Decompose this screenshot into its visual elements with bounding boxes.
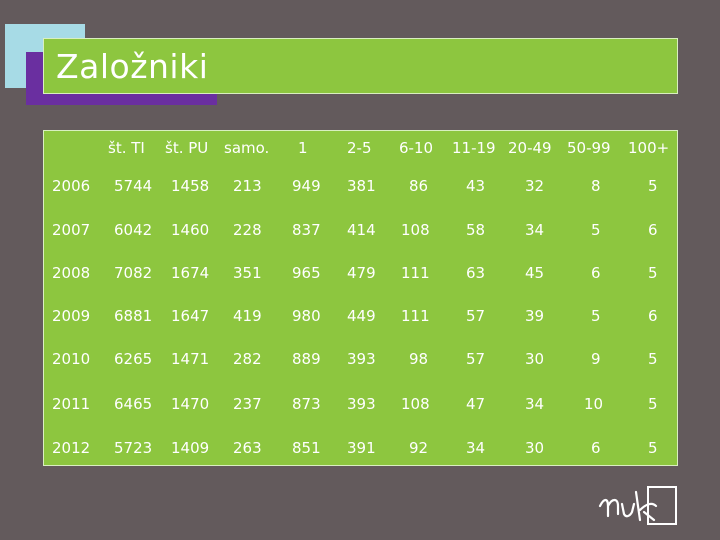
table-cell: 98	[409, 350, 429, 368]
table-cell: 5723	[114, 439, 153, 457]
table-cell: 381	[347, 177, 376, 195]
table-cell: 6	[648, 221, 658, 239]
table-cell: 851	[292, 439, 321, 457]
column-header: 100+	[628, 139, 670, 157]
table-cell: 228	[233, 221, 262, 239]
column-header: 2-5	[347, 139, 372, 157]
table-cell: 1458	[171, 177, 210, 195]
table-cell: 873	[292, 395, 321, 413]
table-cell: 1471	[171, 350, 210, 368]
row-year: 2011	[52, 395, 91, 413]
table-cell: 45	[525, 264, 545, 282]
column-header: št. TI	[108, 139, 145, 157]
row-year: 2008	[52, 264, 91, 282]
column-header: 11-19	[452, 139, 496, 157]
table-cell: 30	[525, 350, 545, 368]
table-cell: 34	[525, 221, 545, 239]
slide-title: Založniki	[56, 47, 209, 86]
column-header: 20-49	[508, 139, 552, 157]
data-table	[43, 130, 678, 466]
table-cell: 237	[233, 395, 262, 413]
table-cell: 449	[347, 307, 376, 325]
table-cell: 889	[292, 350, 321, 368]
table-cell: 6	[648, 307, 658, 325]
table-cell: 108	[401, 395, 430, 413]
table-cell: 10	[584, 395, 604, 413]
table-cell: 57	[466, 307, 486, 325]
column-header: 1	[298, 139, 308, 157]
table-cell: 34	[466, 439, 486, 457]
table-cell: 391	[347, 439, 376, 457]
table-cell: 1409	[171, 439, 210, 457]
table-cell: 7082	[114, 264, 153, 282]
table-cell: 92	[409, 439, 429, 457]
table-cell: 34	[525, 395, 545, 413]
table-cell: 479	[347, 264, 376, 282]
table-cell: 1470	[171, 395, 210, 413]
column-header: 50-99	[567, 139, 611, 157]
row-year: 2009	[52, 307, 91, 325]
table-cell: 5	[591, 307, 601, 325]
table-cell: 43	[466, 177, 486, 195]
table-cell: 6881	[114, 307, 153, 325]
table-cell: 39	[525, 307, 545, 325]
table-cell: 30	[525, 439, 545, 457]
table-cell: 63	[466, 264, 486, 282]
table-cell: 6265	[114, 350, 153, 368]
table-cell: 393	[347, 395, 376, 413]
table-cell: 5	[648, 264, 658, 282]
table-cell: 393	[347, 350, 376, 368]
table-cell: 6042	[114, 221, 153, 239]
row-year: 2010	[52, 350, 91, 368]
table-cell: 965	[292, 264, 321, 282]
nuk-logo-icon	[598, 486, 677, 525]
table-cell: 263	[233, 439, 262, 457]
table-cell: 949	[292, 177, 321, 195]
table-cell: 282	[233, 350, 262, 368]
table-cell: 8	[591, 177, 601, 195]
table-cell: 111	[401, 307, 430, 325]
title-bar: Založniki	[43, 38, 678, 94]
table-cell: 6	[591, 264, 601, 282]
table-cell: 1674	[171, 264, 210, 282]
column-header: samo.	[224, 139, 270, 157]
table-cell: 980	[292, 307, 321, 325]
table-cell: 414	[347, 221, 376, 239]
row-year: 2007	[52, 221, 91, 239]
table-cell: 419	[233, 307, 262, 325]
table-cell: 58	[466, 221, 486, 239]
table-cell: 5	[648, 177, 658, 195]
table-cell: 47	[466, 395, 486, 413]
table-cell: 5	[648, 439, 658, 457]
table-cell: 32	[525, 177, 545, 195]
column-header: št. PU	[165, 139, 209, 157]
table-cell: 351	[233, 264, 262, 282]
row-year: 2012	[52, 439, 91, 457]
table-cell: 5744	[114, 177, 153, 195]
table-cell: 108	[401, 221, 430, 239]
table-cell: 213	[233, 177, 262, 195]
table-cell: 9	[591, 350, 601, 368]
table-cell: 837	[292, 221, 321, 239]
column-header: 6-10	[399, 139, 434, 157]
table-cell: 6	[591, 439, 601, 457]
table-cell: 111	[401, 264, 430, 282]
table-cell: 1647	[171, 307, 210, 325]
table-cell: 57	[466, 350, 486, 368]
row-year: 2006	[52, 177, 91, 195]
table-cell: 5	[591, 221, 601, 239]
table-cell: 5	[648, 350, 658, 368]
table-cell: 1460	[171, 221, 210, 239]
table-cell: 86	[409, 177, 429, 195]
table-cell: 5	[648, 395, 658, 413]
table-cell: 6465	[114, 395, 153, 413]
